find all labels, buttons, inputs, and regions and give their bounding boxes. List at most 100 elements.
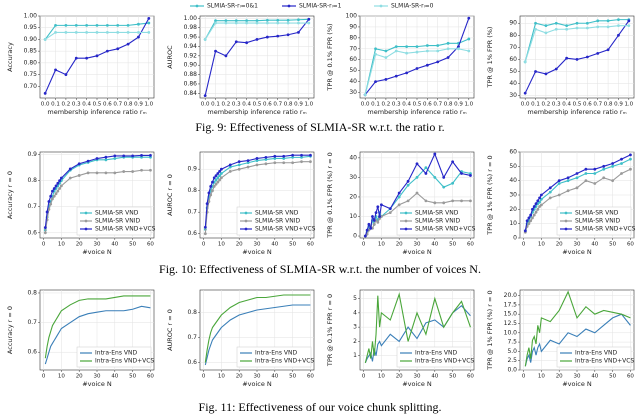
legend-box bbox=[556, 346, 632, 368]
x-tick-label: 0.2 bbox=[62, 102, 71, 108]
legend-label: Intra-Ens VND+VCS bbox=[415, 358, 474, 365]
x-tick-label: 0.5 bbox=[253, 102, 262, 108]
marker bbox=[596, 51, 600, 55]
y-tick-label: 0.70 bbox=[24, 83, 38, 90]
legend-marker bbox=[404, 211, 408, 215]
marker bbox=[617, 24, 620, 28]
x-tick-label: 0.4 bbox=[562, 102, 571, 108]
x-tick-label: 0.9 bbox=[294, 102, 303, 108]
x-tick-label: 60 bbox=[307, 374, 314, 380]
marker bbox=[282, 161, 286, 165]
x-tick-label: 30 bbox=[414, 374, 421, 380]
marker bbox=[415, 176, 419, 179]
series-line bbox=[204, 294, 311, 363]
legend-label: SLMIA-SR-rₗ=1 bbox=[299, 3, 342, 10]
marker bbox=[228, 165, 232, 169]
y-tick-label: 50 bbox=[509, 163, 517, 170]
marker bbox=[611, 164, 615, 168]
marker bbox=[544, 31, 548, 35]
marker bbox=[425, 63, 429, 67]
marker bbox=[43, 226, 47, 229]
marker bbox=[534, 210, 538, 214]
x-tick-label: 0.7 bbox=[273, 102, 282, 108]
x-tick-label: 40 bbox=[431, 374, 438, 380]
y-tick-label: 0.0 bbox=[507, 367, 517, 374]
marker bbox=[534, 27, 537, 31]
x-tick-label: 40 bbox=[431, 242, 438, 248]
y-tick-label: 0.7 bbox=[187, 334, 197, 341]
legend-marker bbox=[287, 4, 291, 8]
x-tick-label: 0.8 bbox=[444, 102, 453, 108]
marker bbox=[207, 191, 211, 195]
x-tick-label: 50 bbox=[129, 374, 136, 380]
marker bbox=[415, 50, 419, 54]
marker bbox=[54, 31, 57, 34]
marker bbox=[384, 78, 388, 81]
marker bbox=[224, 21, 228, 25]
legend-marker bbox=[244, 227, 248, 231]
marker bbox=[602, 176, 606, 180]
marker bbox=[86, 159, 90, 163]
marker bbox=[104, 158, 108, 162]
y-axis-label: AUROC r = 0 bbox=[166, 309, 174, 351]
marker bbox=[405, 45, 409, 49]
x-tick-label: 20 bbox=[396, 374, 403, 380]
series-line bbox=[364, 292, 471, 363]
marker bbox=[469, 199, 472, 203]
marker bbox=[276, 18, 280, 22]
marker bbox=[264, 155, 268, 159]
marker bbox=[585, 26, 589, 30]
legend-label: SLMIA-SR VND+VCS bbox=[95, 226, 156, 233]
marker bbox=[214, 49, 217, 53]
marker bbox=[531, 216, 534, 220]
marker bbox=[137, 35, 140, 39]
marker bbox=[137, 22, 140, 26]
y-tick-label: 20 bbox=[349, 193, 357, 200]
marker bbox=[216, 172, 220, 175]
legend-label: Intra-Ens VND+VCS bbox=[255, 358, 314, 365]
marker bbox=[606, 25, 610, 29]
marker bbox=[363, 93, 367, 97]
marker bbox=[538, 196, 541, 200]
x-axis-label: #voice N bbox=[242, 380, 272, 388]
x-axis-label: membership inference ratio rₘ bbox=[527, 108, 626, 116]
caption: Fig. 11: Effectiveness of our voice chun… bbox=[199, 400, 442, 414]
marker bbox=[371, 215, 374, 218]
marker bbox=[228, 169, 232, 173]
marker bbox=[54, 192, 58, 196]
x-tick-label: 40 bbox=[111, 242, 118, 248]
x-tick-label: 30 bbox=[574, 242, 581, 248]
marker bbox=[415, 45, 419, 49]
legend-label: Intra-Ens VND bbox=[575, 350, 617, 357]
x-tick-label: 0.3 bbox=[72, 102, 81, 108]
y-tick-label: 15.0 bbox=[504, 311, 518, 318]
marker bbox=[523, 60, 527, 64]
marker bbox=[557, 193, 561, 197]
x-tick-label: 0 bbox=[202, 374, 206, 380]
y-tick-label: 7.5 bbox=[507, 339, 517, 346]
marker bbox=[442, 176, 446, 179]
marker bbox=[126, 23, 130, 27]
marker bbox=[620, 162, 623, 165]
x-tick-label: 0.2 bbox=[542, 102, 551, 108]
marker bbox=[49, 202, 53, 206]
x-tick-label: 30 bbox=[254, 374, 261, 380]
y-tick-label: 80 bbox=[349, 34, 357, 41]
marker bbox=[218, 178, 221, 182]
legend-marker bbox=[84, 211, 88, 215]
marker bbox=[405, 71, 409, 75]
marker bbox=[467, 49, 471, 53]
marker bbox=[532, 205, 536, 208]
y-tick-label: 0.6 bbox=[27, 229, 37, 236]
marker bbox=[467, 37, 471, 41]
marker bbox=[203, 232, 207, 236]
marker bbox=[95, 23, 99, 27]
marker bbox=[286, 21, 290, 25]
legend-label: SLMIA-SR VND bbox=[575, 210, 619, 217]
marker bbox=[442, 201, 446, 205]
marker bbox=[95, 157, 99, 160]
marker bbox=[265, 21, 269, 25]
marker bbox=[425, 49, 429, 53]
marker bbox=[273, 157, 277, 160]
x-tick-label: 10 bbox=[218, 374, 225, 380]
